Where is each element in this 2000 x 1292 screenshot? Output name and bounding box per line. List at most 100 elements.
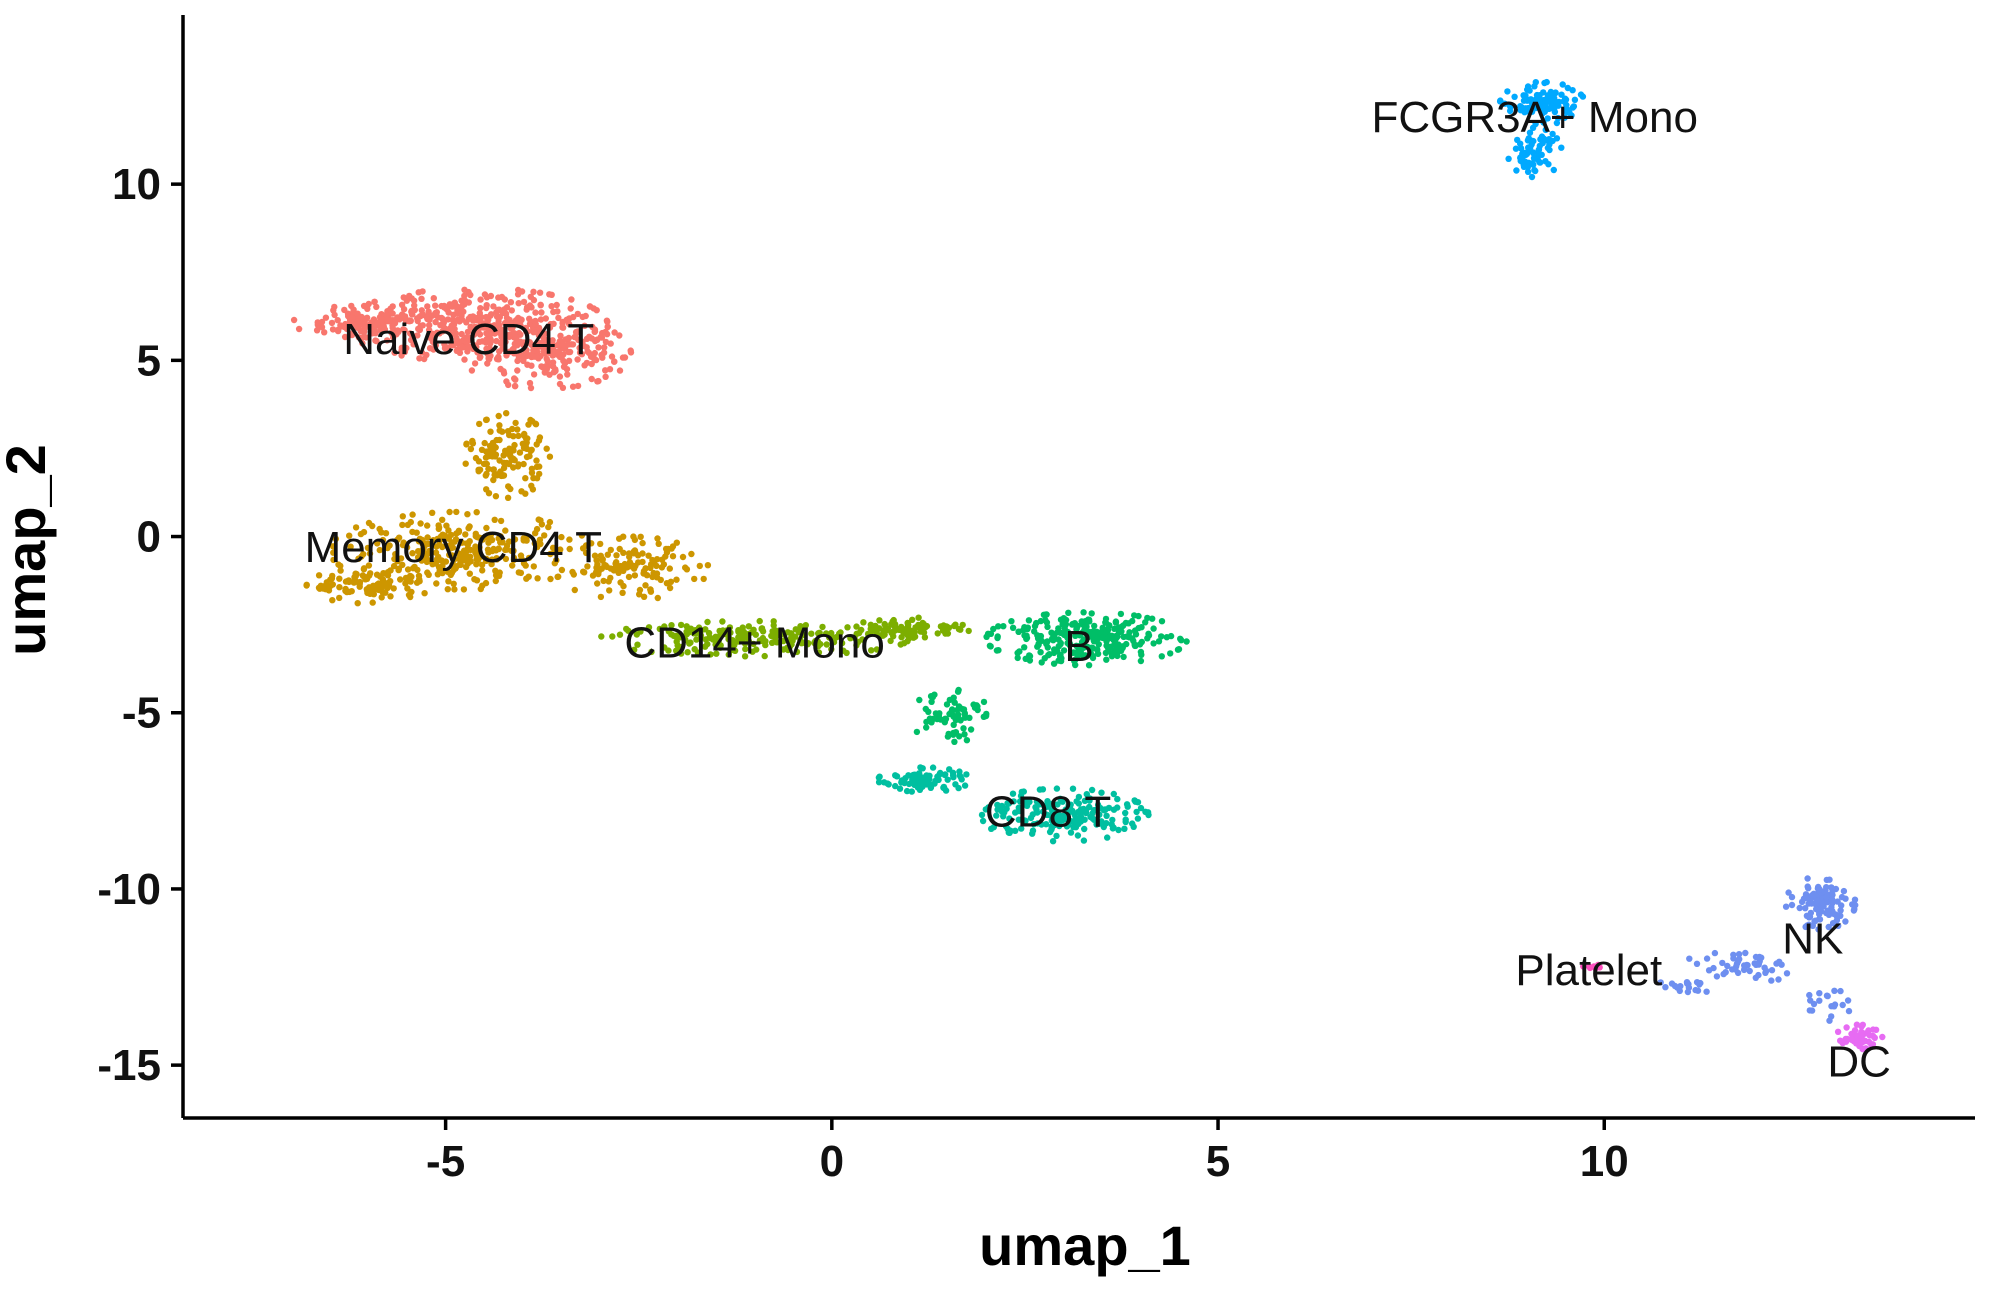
data-point xyxy=(986,642,994,649)
data-point xyxy=(1816,997,1823,1004)
data-point xyxy=(1103,812,1110,819)
data-point xyxy=(374,581,381,588)
data-point xyxy=(1094,646,1101,654)
data-point xyxy=(1020,644,1028,651)
data-point xyxy=(926,715,934,722)
data-point xyxy=(1763,967,1770,975)
data-point xyxy=(739,624,746,631)
data-point xyxy=(355,555,362,562)
data-point xyxy=(1069,649,1077,656)
data-point xyxy=(346,588,353,596)
data-point xyxy=(360,302,368,310)
data-point xyxy=(1823,876,1831,884)
data-point xyxy=(780,631,787,638)
data-point xyxy=(474,349,481,356)
data-point xyxy=(604,551,611,558)
data-point xyxy=(1137,657,1145,665)
data-point xyxy=(1088,644,1095,651)
data-point xyxy=(919,623,926,631)
data-point xyxy=(1742,949,1749,957)
data-point xyxy=(1034,809,1041,816)
data-point xyxy=(1522,151,1530,158)
data-point xyxy=(1740,966,1748,974)
data-point xyxy=(1053,832,1060,840)
data-point xyxy=(1085,662,1093,669)
data-point xyxy=(424,556,431,564)
data-point xyxy=(615,569,622,576)
data-point xyxy=(1558,144,1565,151)
data-point xyxy=(544,358,551,365)
data-point xyxy=(1735,951,1743,958)
data-point xyxy=(759,634,767,642)
data-point xyxy=(1542,126,1549,134)
data-point xyxy=(334,327,342,335)
data-point xyxy=(433,543,440,550)
data-point xyxy=(1102,649,1110,657)
data-point xyxy=(1178,637,1185,644)
data-point xyxy=(970,701,977,708)
data-point xyxy=(482,579,490,587)
data-point xyxy=(511,382,519,390)
data-point xyxy=(330,549,337,556)
data-point xyxy=(1802,905,1809,912)
data-point xyxy=(497,468,504,475)
data-point xyxy=(530,371,538,378)
data-point xyxy=(601,344,608,351)
data-point xyxy=(1532,167,1539,175)
x-tick-label: 10 xyxy=(1580,1137,1629,1186)
data-point xyxy=(531,318,538,325)
data-point xyxy=(786,643,794,650)
data-point xyxy=(1055,625,1062,632)
data-point xyxy=(1065,609,1072,616)
data-point xyxy=(451,538,458,545)
data-point xyxy=(1540,89,1547,96)
data-point xyxy=(1782,903,1790,910)
y-tick-label: 5 xyxy=(137,336,161,385)
data-point xyxy=(1746,967,1753,975)
cluster-points-cd8-t xyxy=(875,764,1152,845)
data-point xyxy=(465,299,472,306)
data-point xyxy=(1828,896,1836,903)
data-point xyxy=(315,584,323,591)
data-point xyxy=(399,561,406,569)
data-point xyxy=(581,322,588,329)
data-point xyxy=(1057,795,1064,802)
data-point xyxy=(1768,977,1775,984)
data-point xyxy=(911,771,918,778)
data-point xyxy=(564,371,571,378)
data-point xyxy=(557,332,564,339)
data-point xyxy=(455,528,463,536)
data-point xyxy=(321,329,328,336)
data-point xyxy=(510,433,517,440)
data-point xyxy=(1559,81,1566,88)
data-point xyxy=(625,573,633,581)
data-point xyxy=(619,589,626,596)
data-point xyxy=(1088,631,1096,638)
data-point xyxy=(495,318,502,325)
data-point xyxy=(1570,103,1578,110)
data-point xyxy=(908,788,915,795)
data-point xyxy=(716,627,723,635)
data-point xyxy=(1684,988,1692,996)
data-point xyxy=(683,628,690,635)
data-point xyxy=(515,353,522,360)
data-point xyxy=(1544,144,1552,152)
data-point xyxy=(673,576,680,583)
data-point xyxy=(528,465,536,472)
y-tick-label: -10 xyxy=(97,865,161,914)
data-point xyxy=(853,623,860,630)
data-point xyxy=(1734,958,1742,965)
data-point xyxy=(636,591,643,598)
data-point xyxy=(773,631,780,639)
data-point xyxy=(1073,625,1080,632)
data-point xyxy=(1086,797,1093,804)
data-point xyxy=(375,586,382,594)
data-point xyxy=(893,773,901,780)
data-point xyxy=(905,621,912,628)
data-point xyxy=(424,534,431,541)
data-point xyxy=(404,566,412,573)
data-point xyxy=(536,463,543,470)
data-point xyxy=(468,367,476,374)
data-point xyxy=(978,811,986,819)
data-point xyxy=(1825,923,1832,931)
